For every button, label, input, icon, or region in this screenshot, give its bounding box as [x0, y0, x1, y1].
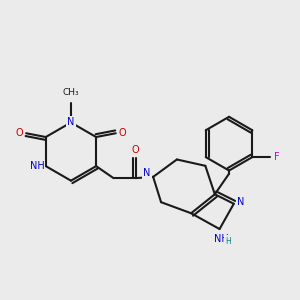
Text: F: F: [274, 152, 280, 162]
Text: O: O: [119, 128, 127, 138]
Text: NH: NH: [29, 161, 44, 171]
Text: N: N: [237, 197, 244, 207]
Text: N: N: [67, 118, 75, 128]
Text: O: O: [132, 145, 140, 155]
Text: CH₃: CH₃: [63, 91, 79, 100]
Text: CH₃: CH₃: [63, 88, 79, 97]
Text: H: H: [226, 237, 231, 246]
Text: O: O: [15, 128, 23, 138]
Text: N: N: [143, 168, 151, 178]
Text: NH: NH: [214, 233, 229, 244]
